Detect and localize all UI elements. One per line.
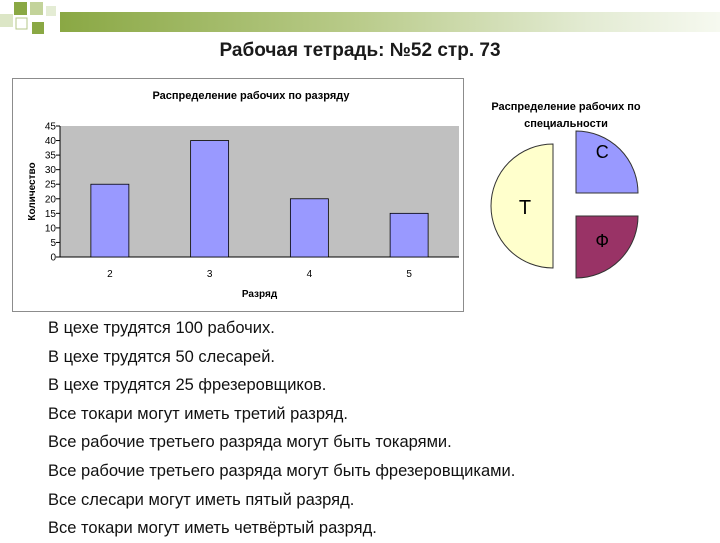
statement-item: В цехе трудятся 25 фрезеровщиков. — [48, 376, 327, 395]
deco-square — [30, 2, 43, 15]
pie-chart: Распределение рабочих по специальности С Ф Т — [490, 101, 641, 279]
pie-slice-label: Ф — [595, 231, 609, 251]
y-tick-label: 45 — [45, 122, 57, 133]
bar — [289, 198, 329, 258]
y-tick-label: 25 — [45, 180, 57, 191]
decorative-header — [0, 2, 56, 34]
y-axis-label: Количество — [27, 162, 38, 220]
x-tick-label: 5 — [406, 269, 412, 280]
pie-chart-title: Распределение рабочих по — [491, 101, 641, 113]
bar-chart-title: Распределение рабочих по разряду — [152, 90, 350, 102]
header-accent-bar — [60, 12, 720, 32]
statement-list: В цехе трудятся 100 рабочих. В цехе труд… — [48, 314, 720, 543]
bar — [90, 183, 130, 258]
y-tick-label: 10 — [45, 223, 57, 234]
slide-title: Рабочая тетрадь: №52 стр. 73 — [219, 40, 501, 61]
deco-square — [46, 6, 56, 16]
y-tick-label: 30 — [45, 165, 57, 176]
deco-square — [32, 22, 44, 34]
deco-square — [14, 2, 27, 15]
bar-chart: Распределение рабочих по разряду 0 5 10 15 20… — [27, 90, 459, 300]
pie-slice-label: С — [596, 142, 609, 162]
deco-square — [15, 17, 28, 30]
pie-slice-label: Т — [519, 197, 531, 219]
deco-square — [0, 14, 13, 27]
x-axis-label: Разряд — [242, 289, 278, 300]
y-tick-label: 15 — [45, 209, 57, 220]
bar — [190, 140, 230, 258]
bar — [389, 212, 429, 258]
statement-item: В цехе трудятся 50 слесарей. — [48, 347, 276, 366]
y-tick-label: 35 — [45, 151, 57, 162]
pie-slice — [575, 215, 639, 279]
x-tick-label: 4 — [307, 269, 313, 280]
bar-chart-panel: Распределение рабочих по разряду 0 5 10 15 20… — [12, 78, 464, 312]
statement-item: Все слесари могут иметь пятый разряд. — [48, 490, 355, 509]
y-tick-label: 20 — [45, 194, 57, 205]
statement-item: Все рабочие третьего разряда могут быть … — [48, 433, 452, 452]
y-tick-label: 5 — [50, 238, 56, 249]
pie-chart-panel: Распределение рабочих по специальности С Ф Т — [464, 94, 662, 306]
statement-item: Все токари могут иметь третий разряд. — [48, 404, 348, 423]
pie-chart-title: специальности — [524, 118, 608, 130]
y-tick-label: 40 — [45, 136, 57, 147]
statement-item: Все токари могут иметь четвёртый разряд. — [48, 519, 377, 538]
statement-item: Все рабочие третьего разряда могут быть … — [48, 461, 516, 480]
statement-item: В цехе трудятся 100 рабочих. — [48, 319, 275, 337]
pie-slice — [575, 130, 639, 194]
pie-slice — [490, 143, 554, 269]
x-tick-label: 3 — [207, 269, 213, 280]
y-tick-label: 0 — [50, 253, 56, 264]
x-tick-label: 2 — [107, 269, 113, 280]
